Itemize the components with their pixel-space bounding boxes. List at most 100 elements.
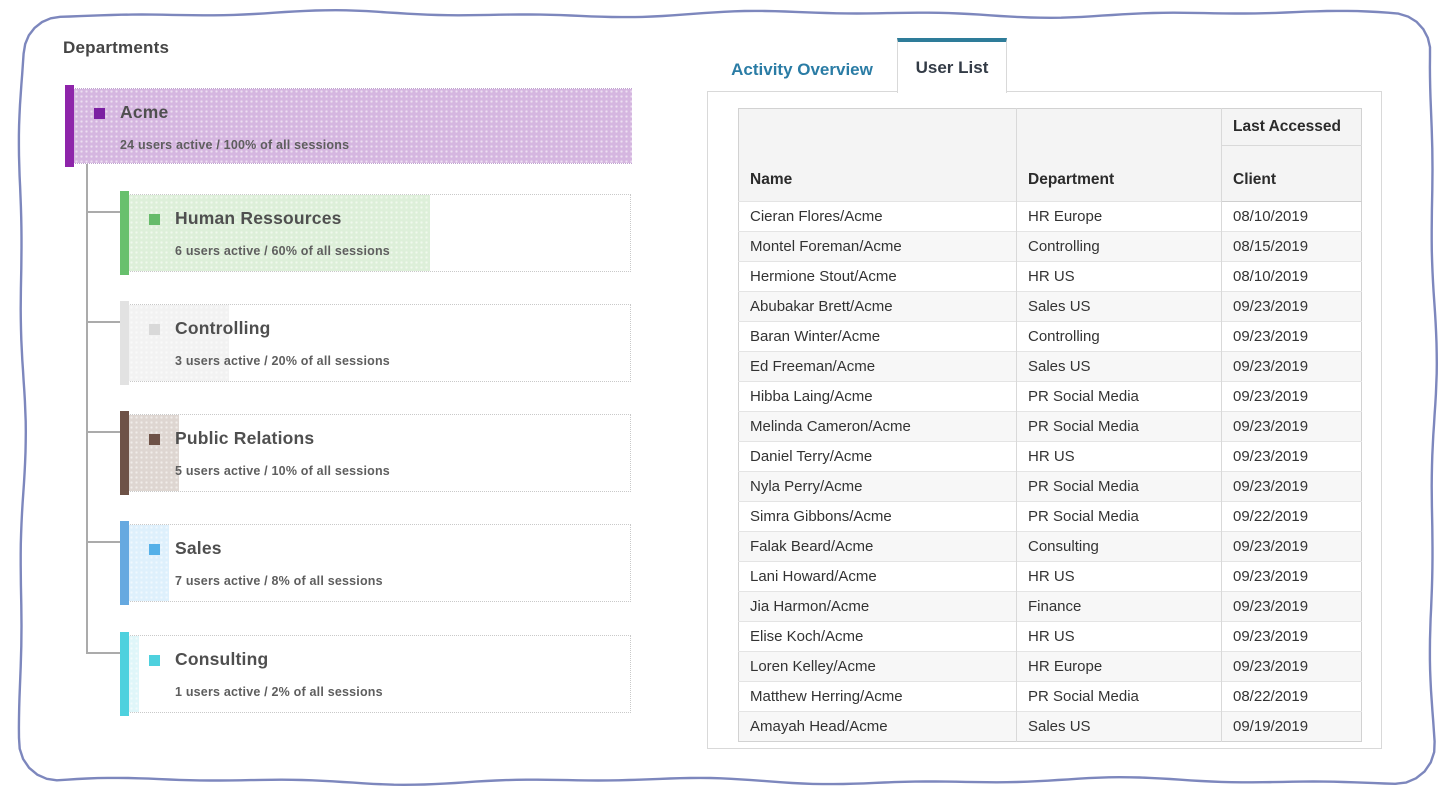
session-share-fill bbox=[129, 305, 229, 381]
cell-department: HR US bbox=[1016, 441, 1222, 472]
cell-department: PR Social Media bbox=[1016, 471, 1222, 502]
department-square-icon bbox=[149, 544, 160, 555]
cell-client: 09/23/2019 bbox=[1221, 441, 1362, 472]
department-color-bar bbox=[65, 85, 74, 167]
table-row[interactable]: Abubakar Brett/Acme Sales US 09/23/2019 bbox=[738, 291, 1362, 322]
session-share-fill bbox=[74, 89, 632, 163]
table-row[interactable]: Amayah Head/Acme Sales US 09/19/2019 bbox=[738, 711, 1362, 742]
department-name: Human Ressources bbox=[175, 208, 342, 228]
cell-name: Loren Kelley/Acme bbox=[738, 651, 1017, 682]
department-square-icon bbox=[94, 108, 105, 119]
department-name: Acme bbox=[120, 102, 169, 122]
cell-client: 09/19/2019 bbox=[1221, 711, 1362, 742]
department-stats: 7 users active / 8% of all sessions bbox=[175, 574, 383, 588]
cell-department: Controlling bbox=[1016, 231, 1222, 262]
department-stats: 24 users active / 100% of all sessions bbox=[120, 138, 350, 152]
department-name: Consulting bbox=[175, 649, 269, 669]
department-color-bar bbox=[120, 411, 129, 495]
cell-client: 09/23/2019 bbox=[1221, 471, 1362, 502]
column-header-department[interactable]: Department bbox=[1016, 108, 1222, 202]
department-color-bar bbox=[120, 521, 129, 605]
tree-connector-branch bbox=[86, 321, 120, 323]
table-row[interactable]: Baran Winter/Acme Controlling 09/23/2019 bbox=[738, 321, 1362, 352]
table-row[interactable]: Hibba Laing/Acme PR Social Media 09/23/201… bbox=[738, 381, 1362, 412]
department-node-0[interactable]: Human Ressources 6 users active / 60% of … bbox=[120, 191, 631, 275]
cell-department: HR US bbox=[1016, 621, 1222, 652]
cell-name: Jia Harmon/Acme bbox=[738, 591, 1017, 622]
cell-name: Abubakar Brett/Acme bbox=[738, 291, 1017, 322]
department-name: Sales bbox=[175, 538, 222, 558]
cell-department: HR US bbox=[1016, 561, 1222, 592]
table-row[interactable]: Jia Harmon/Acme Finance 09/23/2019 bbox=[738, 591, 1362, 622]
cell-name: Daniel Terry/Acme bbox=[738, 441, 1017, 472]
session-share-fill bbox=[129, 525, 169, 601]
department-color-bar bbox=[120, 191, 129, 275]
table-row[interactable]: Cieran Flores/Acme HR Europe 08/10/2019 bbox=[738, 201, 1362, 232]
table-row[interactable]: Lani Howard/Acme HR US 09/23/2019 bbox=[738, 561, 1362, 592]
cell-name: Melinda Cameron/Acme bbox=[738, 411, 1017, 442]
cell-name: Simra Gibbons/Acme bbox=[738, 501, 1017, 532]
cell-client: 08/10/2019 bbox=[1221, 261, 1362, 292]
user-list-table: Name Department Last Accessed Client Cie… bbox=[738, 108, 1362, 742]
department-name: Controlling bbox=[175, 318, 271, 338]
cell-client: 09/23/2019 bbox=[1221, 621, 1362, 652]
session-share-fill bbox=[129, 195, 430, 271]
cell-department: PR Social Media bbox=[1016, 381, 1222, 412]
column-header-last-accessed[interactable]: Last Accessed bbox=[1221, 108, 1362, 146]
table-row[interactable]: Simra Gibbons/Acme PR Social Media 09/22/2… bbox=[738, 501, 1362, 532]
tree-connector-branch bbox=[86, 652, 120, 654]
tab-activity-overview-label: Activity Overview bbox=[731, 59, 873, 79]
column-header-name[interactable]: Name bbox=[738, 108, 1017, 202]
department-node-3[interactable]: Sales 7 users active / 8% of all sessions bbox=[120, 521, 631, 605]
table-row[interactable]: Montel Foreman/Acme Controlling 08/15/2019 bbox=[738, 231, 1362, 262]
tab-user-list[interactable]: User List bbox=[897, 38, 1007, 93]
cell-department: PR Social Media bbox=[1016, 411, 1222, 442]
table-row[interactable]: Loren Kelley/Acme HR Europe 09/23/2019 bbox=[738, 651, 1362, 682]
cell-client: 09/23/2019 bbox=[1221, 321, 1362, 352]
cell-department: Sales US bbox=[1016, 351, 1222, 382]
table-row[interactable]: Falak Beard/Acme Consulting 09/23/2019 bbox=[738, 531, 1362, 562]
cell-client: 09/23/2019 bbox=[1221, 351, 1362, 382]
tab-user-list-label: User List bbox=[915, 57, 989, 77]
cell-name: Nyla Perry/Acme bbox=[738, 471, 1017, 502]
table-row[interactable]: Melinda Cameron/Acme PR Social Media 09/23… bbox=[738, 411, 1362, 442]
cell-department: Consulting bbox=[1016, 531, 1222, 562]
cell-department: PR Social Media bbox=[1016, 501, 1222, 532]
tree-connector-branch bbox=[86, 431, 120, 433]
table-row[interactable]: Nyla Perry/Acme PR Social Media 09/23/2019 bbox=[738, 471, 1362, 502]
cell-name: Cieran Flores/Acme bbox=[738, 201, 1017, 232]
table-row[interactable]: Daniel Terry/Acme HR US 09/23/2019 bbox=[738, 441, 1362, 472]
tree-connector-branch bbox=[86, 541, 120, 543]
cell-department: HR Europe bbox=[1016, 201, 1222, 232]
department-stats: 5 users active / 10% of all sessions bbox=[175, 464, 390, 478]
department-node-1[interactable]: Controlling 3 users active / 20% of all s… bbox=[120, 301, 631, 385]
cell-name: Montel Foreman/Acme bbox=[738, 231, 1017, 262]
tab-activity-overview[interactable]: Activity Overview bbox=[707, 48, 897, 91]
user-list-panel: Name Department Last Accessed Client Cie… bbox=[707, 91, 1382, 749]
table-row[interactable]: Ed Freeman/Acme Sales US 09/23/2019 bbox=[738, 351, 1362, 382]
cell-client: 08/10/2019 bbox=[1221, 201, 1362, 232]
column-header-client[interactable]: Client bbox=[1221, 145, 1362, 202]
department-node-4[interactable]: Consulting 1 users active / 2% of all ses… bbox=[120, 632, 631, 716]
cell-name: Hibba Laing/Acme bbox=[738, 381, 1017, 412]
department-color-bar bbox=[120, 301, 129, 385]
department-node-2[interactable]: Public Relations 5 users active / 10% of … bbox=[120, 411, 631, 495]
table-row[interactable]: Matthew Herring/Acme PR Social Media 08/22… bbox=[738, 681, 1362, 712]
table-row[interactable]: Hermione Stout/Acme HR US 08/10/2019 bbox=[738, 261, 1362, 292]
cell-name: Matthew Herring/Acme bbox=[738, 681, 1017, 712]
cell-client: 09/23/2019 bbox=[1221, 531, 1362, 562]
user-list-table-header: Name Department Last Accessed Client bbox=[738, 108, 1362, 202]
session-share-fill bbox=[129, 636, 139, 712]
cell-department: HR Europe bbox=[1016, 651, 1222, 682]
cell-name: Lani Howard/Acme bbox=[738, 561, 1017, 592]
department-node-root[interactable]: Acme 24 users active / 100% of all sessio… bbox=[65, 85, 632, 167]
department-square-icon bbox=[149, 324, 160, 335]
table-row[interactable]: Elise Koch/Acme HR US 09/23/2019 bbox=[738, 621, 1362, 652]
departments-heading: Departments bbox=[63, 38, 170, 57]
tree-connector-branch bbox=[86, 211, 120, 213]
cell-client: 09/23/2019 bbox=[1221, 591, 1362, 622]
department-tree: Acme 24 users active / 100% of all sessio… bbox=[0, 0, 700, 795]
cell-department: HR US bbox=[1016, 261, 1222, 292]
cell-department: Controlling bbox=[1016, 321, 1222, 352]
